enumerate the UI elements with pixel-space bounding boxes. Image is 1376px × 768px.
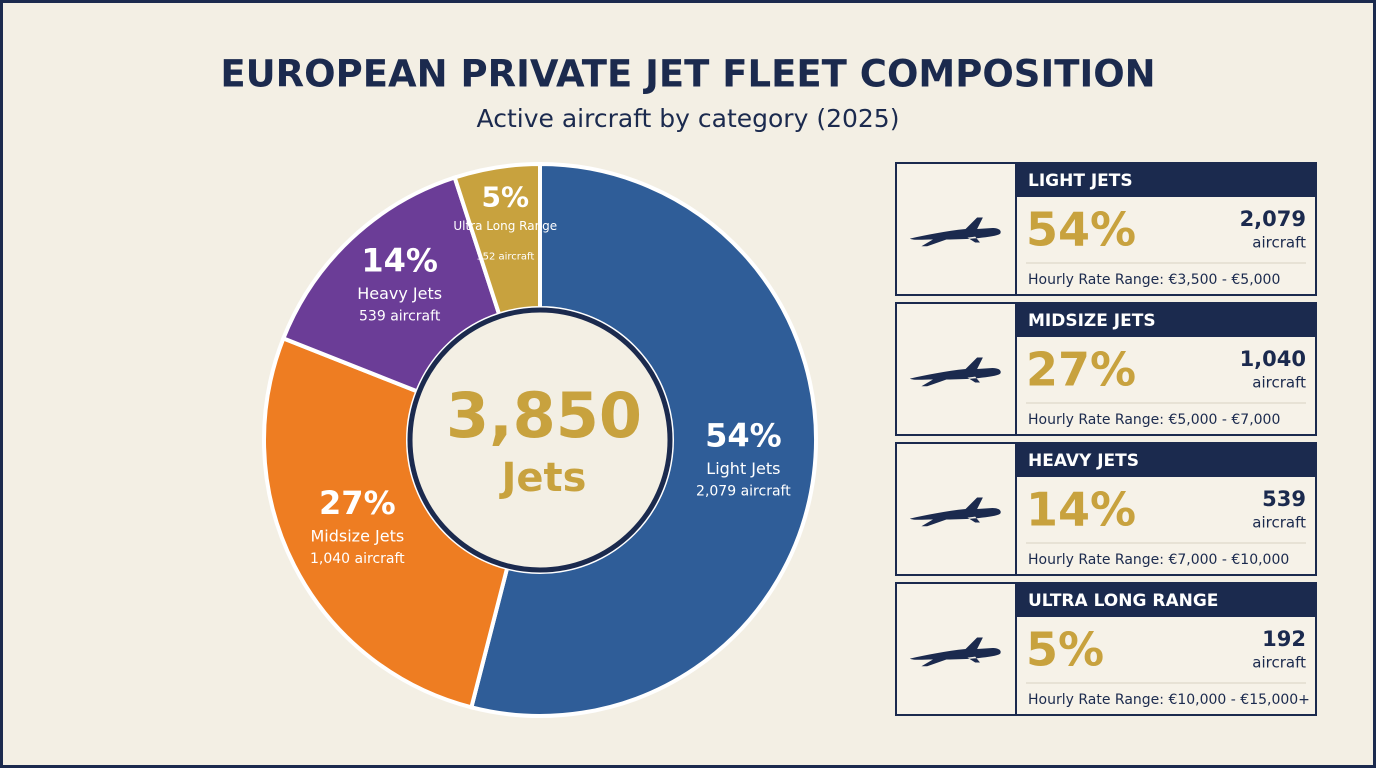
title: EUROPEAN PRIVATE JET FLEET COMPOSITION — [220, 53, 1155, 96]
slice-count: 2,079 aircraft — [696, 484, 791, 500]
slice-name: Ultra Long Range — [453, 219, 557, 233]
card-rate: Hourly Rate Range: €5,000 - €7,000 — [1028, 412, 1280, 428]
card-title: HEAVY JETS — [1028, 451, 1139, 471]
card-unit: aircraft — [1252, 374, 1306, 392]
card-percent: 5% — [1026, 623, 1104, 677]
card-unit: aircraft — [1252, 514, 1306, 532]
card-header — [1016, 163, 1316, 197]
slice-percent: 27% — [319, 484, 396, 522]
center-total: 3,850 — [446, 379, 642, 452]
card-rate: Hourly Rate Range: €7,000 - €10,000 — [1028, 552, 1289, 568]
card-unit: aircraft — [1252, 654, 1306, 672]
card-count: 1,040 — [1240, 347, 1306, 371]
subtitle: Active aircraft by category (2025) — [477, 104, 900, 133]
card-unit: aircraft — [1252, 234, 1306, 252]
slice-percent: 54% — [705, 417, 782, 455]
cards: LIGHT JETS 54% 2,079 aircraft Hourly Rate Ra… — [895, 162, 1317, 716]
card-title: MIDSIZE JETS — [1028, 311, 1156, 331]
card-header — [1016, 583, 1316, 617]
center-unit: Jets — [499, 455, 587, 501]
card-count: 192 — [1262, 627, 1306, 651]
center-ring — [407, 307, 673, 573]
donut-chart: 54% Light Jets 2,079 aircraft 27% Midsize Je… — [262, 161, 818, 718]
card-title: ULTRA LONG RANGE — [1028, 591, 1218, 611]
slice-percent: 14% — [361, 242, 438, 280]
card-count: 539 — [1262, 487, 1306, 511]
card-percent: 14% — [1026, 483, 1136, 537]
slice-count: 152 aircraft — [476, 252, 534, 263]
slice-count: 1,040 aircraft — [310, 551, 405, 567]
card-percent: 27% — [1026, 343, 1136, 397]
slice-count: 539 aircraft — [359, 309, 441, 325]
slice-name: Midsize Jets — [310, 527, 404, 546]
card-percent: 54% — [1026, 203, 1136, 257]
card-header — [1016, 443, 1316, 477]
slice-percent: 5% — [481, 181, 529, 214]
card-rate: Hourly Rate Range: €10,000 - €15,000+ — [1028, 692, 1310, 708]
card-count: 2,079 — [1240, 207, 1306, 231]
card-rate: Hourly Rate Range: €3,500 - €5,000 — [1028, 272, 1280, 288]
card-title: LIGHT JETS — [1028, 171, 1133, 191]
card-header — [1016, 303, 1316, 337]
slice-name: Heavy Jets — [357, 284, 442, 303]
slice-name: Light Jets — [706, 459, 780, 478]
